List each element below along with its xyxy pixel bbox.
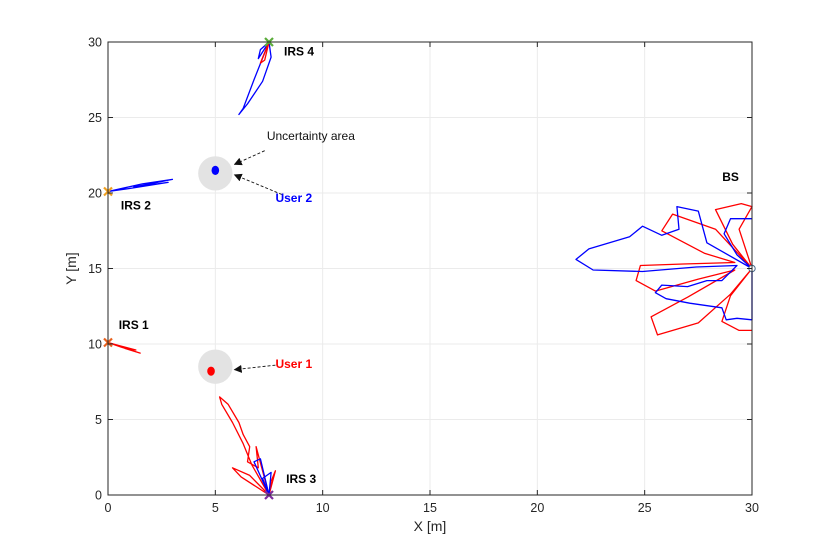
annotation-arrows	[233, 150, 283, 373]
irs-4-label: IRS 4	[284, 45, 314, 59]
x-tick-label: 10	[316, 501, 330, 515]
x-axis-label: X [m]	[414, 518, 447, 534]
y-tick-label: 15	[88, 262, 102, 276]
irs-2-label: IRS 2	[121, 199, 151, 213]
y-axis-label: Y [m]	[63, 252, 79, 284]
beam-irs-1-beam	[107, 341, 141, 354]
beam-irs-3-beam-user-1-	[218, 396, 277, 496]
x-tick-label: 20	[530, 501, 544, 515]
irs-3-label: IRS 3	[286, 472, 316, 486]
axis-ticks: 0 5 10 15 20 25 30 0 5 10 15 20 25 30	[88, 36, 759, 516]
beam-irs-4-beam-user-1-	[259, 41, 270, 64]
x-tick-label: 15	[423, 501, 437, 515]
y-tick-label: 25	[88, 111, 102, 125]
annotation-arrow-2	[233, 173, 283, 195]
y-tick-label: 20	[88, 187, 102, 201]
annotation-arrow-1	[233, 150, 265, 166]
beam-irs-3-beam-user-2-	[253, 458, 272, 496]
beam-irs-2-beam	[107, 178, 174, 193]
user-2-label: User 2	[275, 191, 312, 205]
user-2-marker	[211, 165, 220, 175]
uncertainty-area-annotation: Uncertainty area	[267, 129, 355, 143]
y-tick-label: 10	[88, 338, 102, 352]
irs-1-label: IRS 1	[119, 318, 149, 332]
y-tick-label: 0	[95, 489, 102, 503]
user-1-label: User 1	[275, 357, 312, 371]
x-tick-label: 30	[745, 501, 759, 515]
y-tick-label: 5	[95, 413, 102, 427]
x-tick-label: 25	[638, 501, 652, 515]
beam-irs-4-beam-user-2-	[238, 41, 272, 116]
user-1-marker	[207, 366, 215, 376]
uncertainty-region-1	[198, 349, 233, 384]
grid-lines	[107, 41, 753, 496]
x-tick-label: 0	[105, 501, 112, 515]
x-tick-label: 5	[212, 501, 219, 515]
annotation-arrow-3	[233, 364, 276, 373]
beam-bs-beam-user-1-	[635, 202, 753, 336]
y-tick-label: 30	[88, 36, 102, 50]
bs-label: BS	[722, 170, 739, 184]
